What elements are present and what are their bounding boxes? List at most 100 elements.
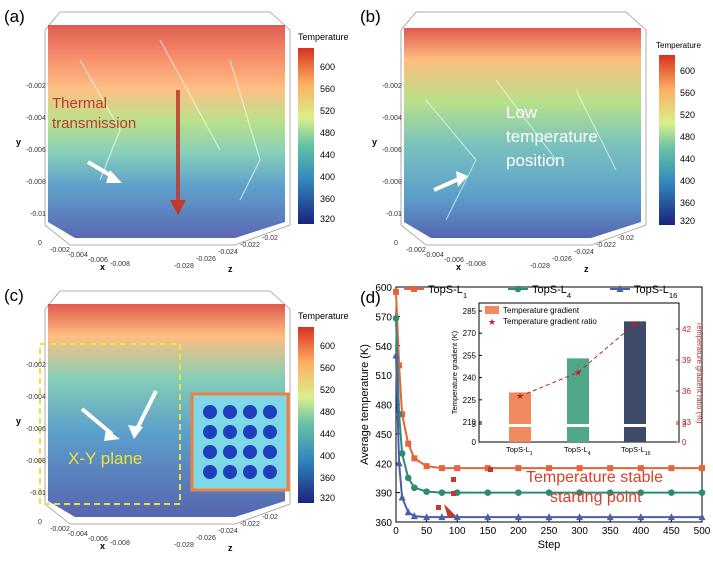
y-axis-label: y [16, 416, 21, 426]
svg-text:480: 480 [680, 132, 695, 142]
series-point [668, 489, 675, 496]
svg-text:360: 360 [680, 198, 695, 208]
legend-label: TopS-L16 [634, 284, 677, 300]
x-tick-label: 500 [694, 526, 711, 537]
svg-text:-0.002: -0.002 [382, 83, 402, 90]
inset-legend-swatch [485, 306, 499, 314]
x-tick-label: 300 [571, 526, 588, 537]
inset-y2-tick-label: 3 [682, 420, 687, 429]
inset-y2-label: Temperature gradient ratio (%) [695, 322, 704, 424]
series-point [698, 513, 706, 521]
z-axis-ticks: -0.02 -0.022 -0.024 -0.026 -0.028 [174, 514, 278, 549]
series-line-1 [395, 318, 702, 494]
series-point [545, 489, 553, 496]
svg-text:-0.004: -0.004 [26, 394, 46, 401]
z-axis-ticks: -0.02 -0.022 -0.024 -0.026 -0.028 [530, 235, 634, 270]
white-arrow [433, 176, 462, 192]
series-point [576, 513, 584, 521]
series-line-0 [395, 291, 702, 470]
x-axis-label: x [456, 262, 461, 272]
white-arrow-2 [134, 390, 158, 432]
svg-text:-0.008: -0.008 [110, 540, 130, 547]
annotation-dash [451, 491, 456, 496]
svg-text:360: 360 [320, 473, 335, 483]
inset-y2-tick-label: 33 [682, 418, 691, 427]
inset-y-tick-label: 255 [463, 351, 477, 360]
main-series [392, 288, 706, 521]
white-arrowhead-2 [128, 425, 143, 439]
inset-y-tick-label: 210 [463, 418, 477, 427]
series-point [398, 493, 406, 501]
x-tick-label: 100 [449, 526, 466, 537]
inset-y-tick-label: 3 [472, 420, 477, 429]
panel-label: (d) [360, 288, 381, 307]
y-tick-label: 540 [375, 342, 392, 353]
svg-text:-0.002: -0.002 [26, 362, 46, 369]
inset-ratio-point: ★ [516, 391, 524, 401]
inset-y-label: Temperature gradient (K) [450, 330, 459, 414]
svg-text:-0.004: -0.004 [68, 252, 88, 259]
series-point [438, 489, 446, 496]
x-axis-label: x [100, 541, 105, 551]
annotation-line3: position [506, 151, 565, 170]
panel-a-graphic: (a) Thermal transmission -0.002 -0.004 -… [4, 7, 349, 274]
y-axis-label: y [16, 137, 21, 147]
svg-text:-0.002: -0.002 [26, 83, 46, 90]
svg-text:320: 320 [320, 214, 335, 224]
series-point [576, 465, 583, 472]
z-axis-ticks: -0.02 -0.022 -0.024 -0.026 -0.028 [174, 235, 278, 270]
svg-text:-0.028: -0.028 [530, 263, 550, 270]
svg-text:-0.006: -0.006 [88, 536, 108, 543]
svg-text:-0.006: -0.006 [444, 257, 464, 264]
svg-text:-0.006: -0.006 [88, 257, 108, 264]
series-point [423, 513, 431, 521]
svg-text:-0.006: -0.006 [26, 147, 46, 154]
stable-annotation: Temperature stable starting point [436, 467, 663, 518]
x-tick-label: 450 [663, 526, 680, 537]
x-tick-label: 150 [479, 526, 496, 537]
series-point [667, 513, 675, 521]
lattice-struts [79, 39, 261, 201]
svg-text:480: 480 [320, 128, 335, 138]
series-point [411, 455, 418, 462]
x-axis-label: Step [538, 539, 561, 551]
series-point [607, 465, 614, 472]
series-point [606, 489, 614, 496]
x-tick-label: 0 [393, 526, 399, 537]
legend-label: TopS-L4 [532, 284, 572, 300]
inset-y2-tick-label: 42 [682, 325, 691, 334]
svg-text:-0.01: -0.01 [30, 211, 46, 218]
series-point [637, 513, 645, 521]
svg-text:560: 560 [320, 363, 335, 373]
series-point [404, 508, 412, 516]
svg-text:440: 440 [680, 154, 695, 164]
svg-text:-0.004: -0.004 [382, 115, 402, 122]
series-point [668, 465, 675, 472]
series-line-2 [395, 355, 702, 519]
x-axis-label: x [100, 262, 105, 272]
svg-text:600: 600 [320, 62, 335, 72]
inset-ratio-line [519, 323, 636, 397]
panel-c: (c) X-Y plane -0.002 -0.004 -0.006 -0.00… [0, 279, 356, 558]
svg-text:400: 400 [320, 172, 335, 182]
x-tick-label: 50 [421, 526, 433, 537]
series-point [699, 465, 705, 472]
inset-legend-marker: ★ [488, 317, 496, 327]
panel-b-graphic: (b) Low temperature position -0.002 -0.0… [360, 7, 701, 274]
svg-text:-0.01: -0.01 [386, 211, 402, 218]
y-tick-label: 480 [375, 401, 392, 412]
svg-text:520: 520 [680, 110, 695, 120]
series-point [453, 513, 461, 521]
svg-text:0: 0 [394, 240, 398, 247]
svg-text:480: 480 [320, 407, 335, 417]
svg-text:-0.024: -0.024 [218, 249, 238, 256]
colorbar [659, 55, 675, 225]
colorbar-title: Temperature [298, 32, 349, 42]
svg-text:520: 520 [320, 385, 335, 395]
series-point [515, 465, 522, 472]
series-point [576, 489, 583, 496]
annotation: X-Y plane [68, 449, 142, 468]
svg-text:0: 0 [38, 519, 42, 526]
series-point [484, 513, 492, 521]
y-tick-label: 450 [375, 430, 392, 441]
